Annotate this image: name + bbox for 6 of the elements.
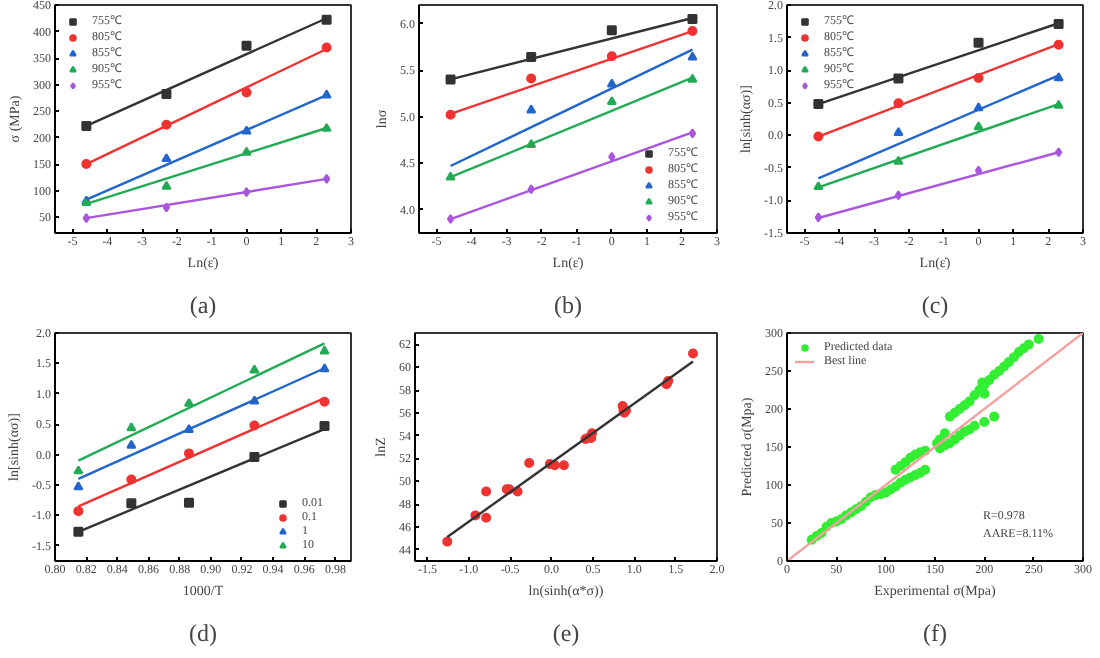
text: (c) [921, 291, 949, 319]
text: (a) [189, 291, 217, 319]
text: (e) [552, 619, 580, 647]
text: (b) [554, 291, 583, 319]
text: (f) [923, 619, 948, 647]
text: (d) [189, 619, 218, 647]
